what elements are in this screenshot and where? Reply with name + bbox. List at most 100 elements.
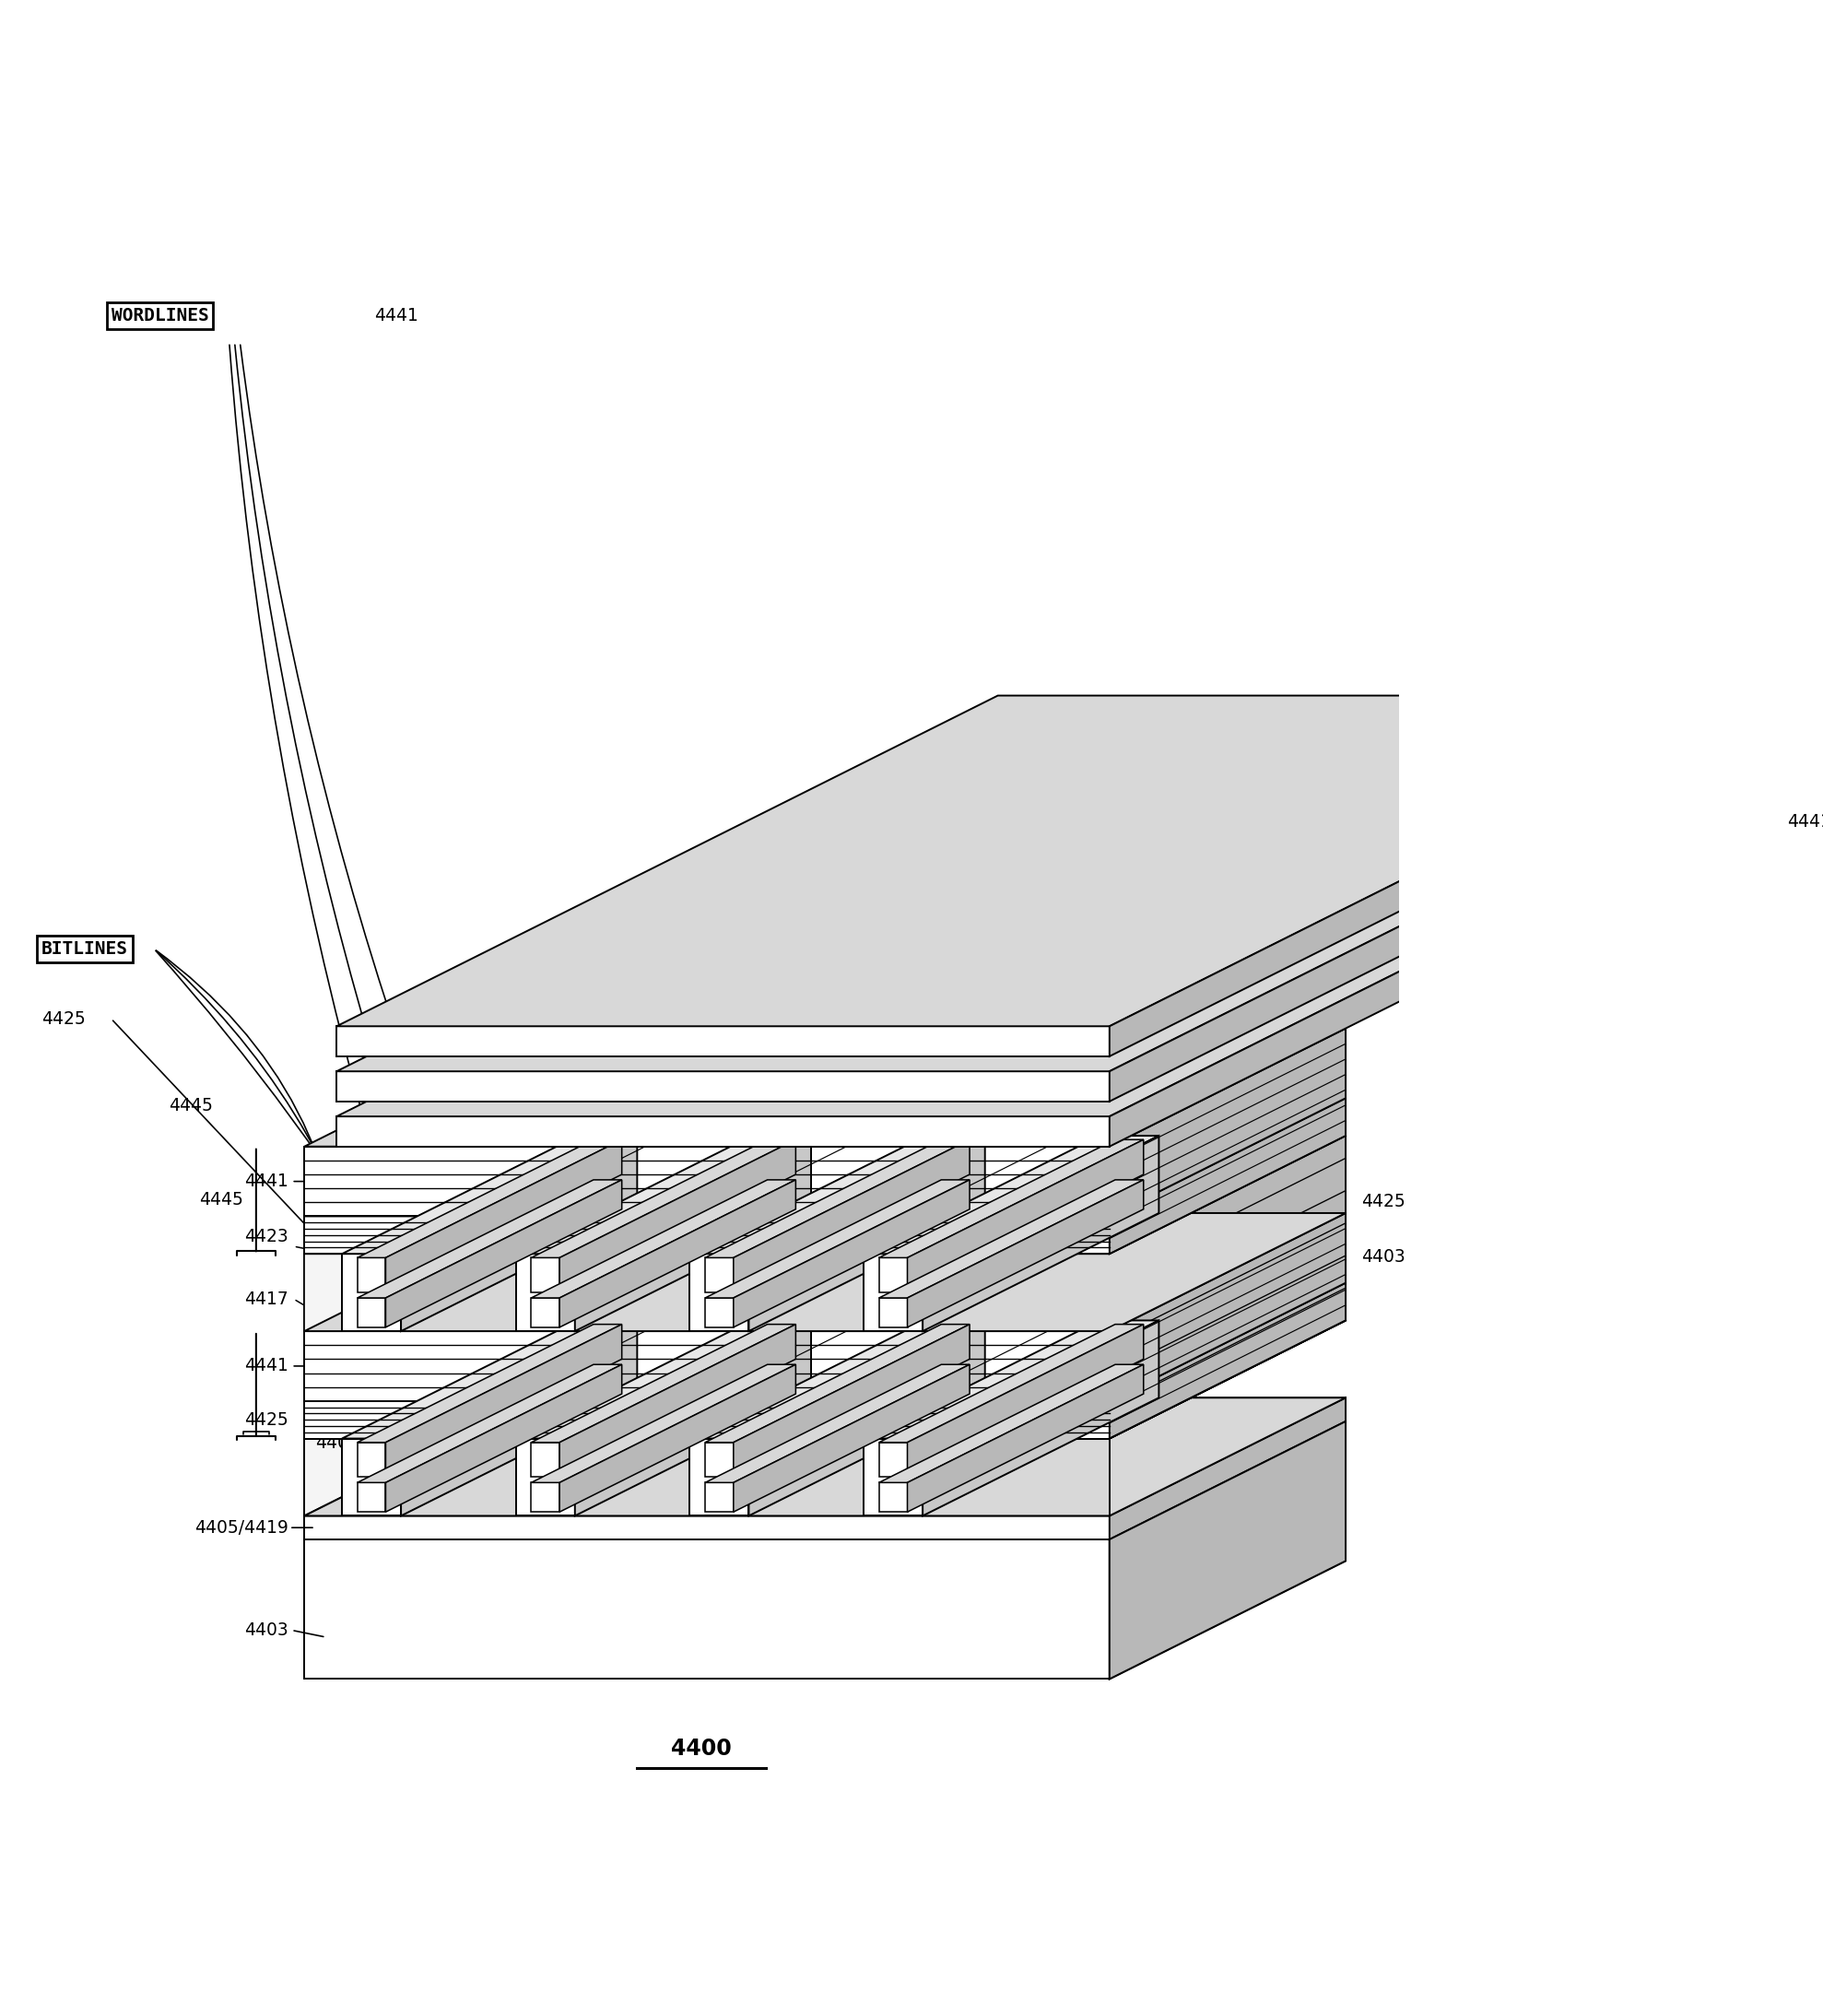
Polygon shape: [530, 1365, 795, 1482]
Polygon shape: [689, 1135, 984, 1254]
Polygon shape: [516, 1135, 811, 1254]
Text: 4443: 4443: [315, 1395, 359, 1411]
Polygon shape: [733, 1179, 970, 1327]
Polygon shape: [706, 1441, 733, 1478]
Polygon shape: [879, 1139, 1143, 1258]
Polygon shape: [733, 1365, 970, 1512]
Text: WORDLINES: WORDLINES: [111, 306, 208, 325]
Polygon shape: [530, 1325, 795, 1441]
Polygon shape: [749, 1135, 984, 1331]
Polygon shape: [304, 1397, 1345, 1516]
Polygon shape: [304, 1320, 1345, 1439]
Polygon shape: [1110, 1099, 1345, 1254]
Polygon shape: [1110, 696, 1770, 1056]
Polygon shape: [530, 1482, 560, 1512]
Polygon shape: [304, 1216, 1110, 1254]
Text: 4405/4419: 4405/4419: [195, 1518, 288, 1536]
Polygon shape: [304, 1421, 1345, 1540]
Polygon shape: [304, 1439, 1110, 1516]
Polygon shape: [706, 1365, 970, 1482]
Polygon shape: [560, 1325, 795, 1478]
Polygon shape: [357, 1325, 622, 1441]
Polygon shape: [1110, 740, 1770, 1101]
Polygon shape: [343, 1439, 401, 1516]
Polygon shape: [304, 1028, 1345, 1147]
Polygon shape: [304, 1135, 1345, 1254]
Polygon shape: [530, 1179, 795, 1298]
Polygon shape: [879, 1441, 908, 1478]
Polygon shape: [386, 1179, 622, 1327]
Polygon shape: [864, 1320, 1159, 1439]
Polygon shape: [304, 1254, 1110, 1331]
Polygon shape: [922, 1320, 1159, 1516]
Polygon shape: [530, 1139, 795, 1258]
Text: 4445: 4445: [199, 1191, 242, 1210]
Polygon shape: [689, 1254, 749, 1331]
Text: 4425: 4425: [244, 1411, 288, 1429]
Polygon shape: [357, 1298, 386, 1327]
Text: 4400: 4400: [671, 1738, 731, 1760]
Polygon shape: [304, 1397, 1345, 1516]
Polygon shape: [386, 1325, 622, 1478]
Polygon shape: [706, 1482, 733, 1512]
Polygon shape: [908, 1179, 1143, 1327]
Polygon shape: [337, 1117, 1110, 1147]
Polygon shape: [337, 786, 1770, 1117]
Polygon shape: [337, 1070, 1110, 1101]
Polygon shape: [304, 1282, 1345, 1401]
Polygon shape: [560, 1139, 795, 1292]
Text: 4423: 4423: [244, 1228, 288, 1246]
Text: 4403: 4403: [1362, 1248, 1406, 1266]
Polygon shape: [343, 1320, 638, 1439]
Polygon shape: [733, 1139, 970, 1292]
Text: 4441: 4441: [374, 306, 417, 325]
Polygon shape: [304, 1516, 1110, 1540]
Polygon shape: [879, 1258, 908, 1292]
Polygon shape: [1110, 1421, 1345, 1679]
Text: 4425: 4425: [42, 1010, 86, 1028]
Polygon shape: [1110, 786, 1770, 1147]
Polygon shape: [401, 1320, 638, 1516]
Text: 4403: 4403: [244, 1621, 288, 1639]
Polygon shape: [1110, 1214, 1345, 1401]
Polygon shape: [304, 1331, 1110, 1401]
Polygon shape: [864, 1135, 1159, 1254]
Polygon shape: [689, 1439, 749, 1516]
Polygon shape: [304, 1401, 1110, 1439]
Polygon shape: [337, 1026, 1110, 1056]
Polygon shape: [574, 1320, 811, 1516]
Polygon shape: [879, 1482, 908, 1512]
Polygon shape: [1110, 1397, 1345, 1540]
Polygon shape: [357, 1139, 622, 1258]
Text: 4425: 4425: [1362, 1193, 1406, 1210]
Polygon shape: [922, 1135, 1159, 1331]
Polygon shape: [343, 1135, 638, 1254]
Polygon shape: [530, 1441, 560, 1478]
Text: BITLINES: BITLINES: [42, 939, 128, 958]
Polygon shape: [706, 1258, 733, 1292]
Polygon shape: [304, 1540, 1110, 1679]
Polygon shape: [357, 1365, 622, 1482]
Polygon shape: [879, 1325, 1143, 1441]
Polygon shape: [1110, 1282, 1345, 1439]
Polygon shape: [304, 1147, 1110, 1216]
Text: 4409: 4409: [315, 1415, 359, 1433]
Polygon shape: [706, 1325, 970, 1441]
Text: 4417: 4417: [244, 1290, 288, 1308]
Text: 4441: 4441: [244, 1357, 288, 1375]
Text: 4407: 4407: [315, 1433, 359, 1452]
Polygon shape: [357, 1258, 386, 1292]
Polygon shape: [304, 1099, 1345, 1216]
Text: 4445: 4445: [170, 1097, 213, 1115]
Polygon shape: [516, 1254, 574, 1331]
Polygon shape: [908, 1365, 1143, 1512]
Polygon shape: [733, 1325, 970, 1478]
Polygon shape: [706, 1179, 970, 1298]
Polygon shape: [357, 1441, 386, 1478]
Polygon shape: [343, 1254, 401, 1331]
Polygon shape: [386, 1139, 622, 1292]
Text: 4441: 4441: [1787, 812, 1823, 831]
Polygon shape: [908, 1325, 1143, 1478]
Polygon shape: [706, 1298, 733, 1327]
Polygon shape: [357, 1179, 622, 1298]
